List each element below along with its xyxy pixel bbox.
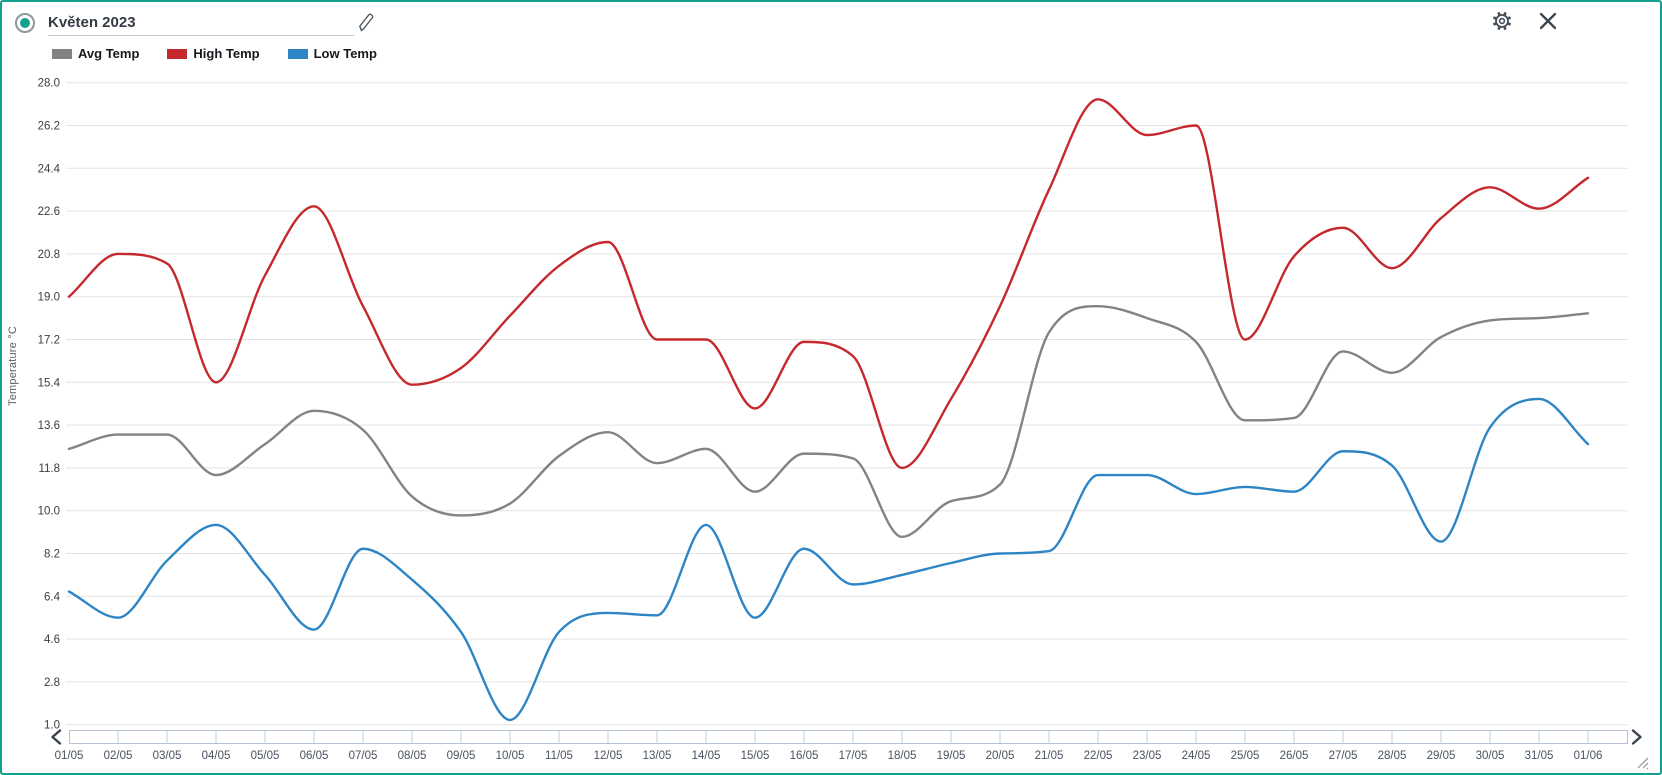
y-tick-label: 26.2 <box>38 121 60 133</box>
x-tick-label: 14/05 <box>692 750 721 762</box>
x-tick-label: 13/05 <box>643 750 672 762</box>
x-tick-label: 17/05 <box>839 750 868 762</box>
y-tick-label: 1.0 <box>44 720 60 732</box>
y-tick-label: 4.6 <box>44 634 60 646</box>
x-tick-label: 28/05 <box>1378 750 1407 762</box>
x-tick-label: 11/05 <box>545 750 573 762</box>
date-scrollbar-track[interactable] <box>69 730 1628 744</box>
x-tick-label: 30/05 <box>1476 750 1505 762</box>
y-tick-label: 17.2 <box>38 335 60 347</box>
chevron-left-icon[interactable] <box>51 729 62 745</box>
x-tick-label: 07/05 <box>349 750 378 762</box>
y-tick-label: 10.0 <box>38 506 60 518</box>
chart-title-input[interactable] <box>48 10 354 36</box>
y-tick-label: 28.0 <box>38 78 60 90</box>
x-tick-label: 16/05 <box>790 750 819 762</box>
x-tick-label: 03/05 <box>153 750 182 762</box>
gear-tooth <box>1507 22 1512 26</box>
x-tick-label: 08/05 <box>398 750 427 762</box>
radio-selected-icon[interactable] <box>15 13 35 33</box>
settings-button[interactable] <box>1491 10 1513 32</box>
legend-item-low-temp[interactable]: Low Temp <box>287 46 377 61</box>
x-tick-label: 01/06 <box>1574 750 1603 762</box>
y-tick-label: 6.4 <box>44 591 61 603</box>
legend-item-avg-temp[interactable]: Avg Temp <box>52 46 139 61</box>
y-tick-label: 13.6 <box>38 420 60 432</box>
x-tick-label: 09/05 <box>447 750 476 762</box>
legend-label: High Temp <box>193 46 260 61</box>
x-tick-label: 05/05 <box>251 750 280 762</box>
chevron-right-icon[interactable] <box>1631 729 1642 745</box>
x-tick-label: 31/05 <box>1525 750 1554 762</box>
x-tick-label: 29/05 <box>1427 750 1456 762</box>
close-icon <box>1539 12 1557 30</box>
radio-dot <box>20 18 30 28</box>
x-tick-label: 25/05 <box>1231 750 1260 762</box>
legend-label: Low Temp <box>313 46 377 61</box>
y-tick-label: 20.8 <box>38 249 60 261</box>
x-tick-label: 15/05 <box>741 750 770 762</box>
x-tick-label: 27/05 <box>1329 750 1358 762</box>
x-tick-label: 04/05 <box>202 750 231 762</box>
x-tick-label: 24/05 <box>1182 750 1211 762</box>
legend-label: Avg Temp <box>78 46 140 61</box>
x-tick-label: 10/05 <box>496 750 525 762</box>
x-tick-label: 19/05 <box>937 750 966 762</box>
pencil-icon <box>359 13 374 32</box>
y-tick-label: 11.8 <box>38 463 60 475</box>
gear-tooth <box>1507 16 1512 20</box>
gear-tooth <box>1492 22 1497 26</box>
low-temp-swatch <box>287 48 308 59</box>
y-tick-label: 22.6 <box>38 206 60 218</box>
y-tick-label: 15.4 <box>38 377 61 389</box>
legend-item-high-temp[interactable]: High Temp <box>167 46 260 61</box>
x-tick-label: 22/05 <box>1084 750 1113 762</box>
x-tick-label: 01/05 <box>55 750 84 762</box>
gear-tooth <box>1503 26 1507 31</box>
gear-tooth <box>1497 26 1501 31</box>
close-button[interactable] <box>1539 12 1557 30</box>
x-tick-label: 23/05 <box>1133 750 1162 762</box>
avg-temp-swatch <box>52 48 72 59</box>
x-tick-label: 20/05 <box>986 750 1015 762</box>
y-tick-label: 2.8 <box>44 677 60 689</box>
x-tick-label: 06/05 <box>300 750 329 762</box>
gear-tooth <box>1503 11 1507 16</box>
gear-icon <box>1492 11 1512 31</box>
resize-handle-icon[interactable] <box>1642 762 1649 769</box>
x-tick-label: 02/05 <box>104 750 133 762</box>
y-tick-label: 24.4 <box>38 163 61 175</box>
high-temp-swatch <box>167 48 188 59</box>
chart-legend: Avg Temp High Temp Low Temp <box>52 46 377 61</box>
resize-handle-icon[interactable] <box>1637 757 1649 769</box>
high-temp-line <box>67 98 1590 470</box>
x-tick-label: 21/05 <box>1035 750 1064 762</box>
y-tick-label: 19.0 <box>38 292 60 304</box>
y-tick-label: 8.2 <box>44 549 60 561</box>
avg-temp-line <box>67 305 1590 539</box>
resize-handle-icon[interactable] <box>1646 767 1649 770</box>
x-tick-label: 12/05 <box>594 750 623 762</box>
gear-tooth <box>1497 11 1501 16</box>
x-tick-label: 18/05 <box>888 750 917 762</box>
edit-title-button[interactable] <box>357 13 375 33</box>
x-tick-label: 26/05 <box>1280 750 1309 762</box>
gear-tooth <box>1492 16 1497 20</box>
low-temp-line <box>67 397 1590 722</box>
